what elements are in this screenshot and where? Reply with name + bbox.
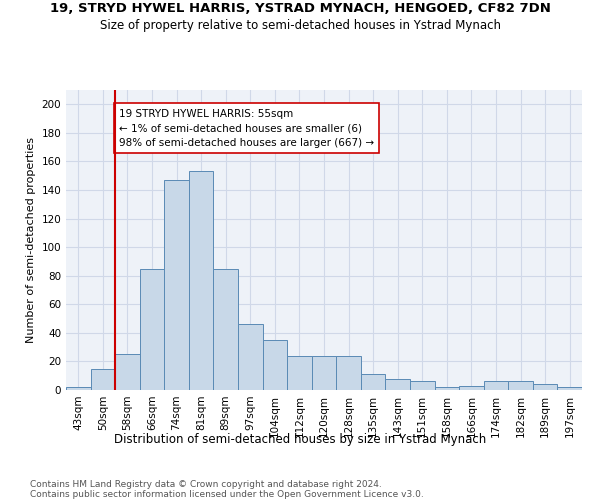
Bar [434, 387, 459, 390]
Text: Contains HM Land Registry data © Crown copyright and database right 2024.
Contai: Contains HM Land Registry data © Crown c… [30, 480, 424, 499]
Text: 19, STRYD HYWEL HARRIS, YSTRAD MYNACH, HENGOED, CF82 7DN: 19, STRYD HYWEL HARRIS, YSTRAD MYNACH, H… [50, 2, 550, 16]
Bar [214, 268, 238, 390]
Bar [312, 356, 336, 390]
Bar [91, 368, 115, 390]
Bar [484, 382, 508, 390]
Bar [508, 382, 533, 390]
Bar [189, 172, 214, 390]
Bar [459, 386, 484, 390]
Bar [238, 324, 263, 390]
Y-axis label: Number of semi-detached properties: Number of semi-detached properties [26, 137, 36, 343]
Text: 19 STRYD HYWEL HARRIS: 55sqm
← 1% of semi-detached houses are smaller (6)
98% of: 19 STRYD HYWEL HARRIS: 55sqm ← 1% of sem… [119, 108, 374, 148]
Bar [410, 382, 434, 390]
Bar [287, 356, 312, 390]
Bar [115, 354, 140, 390]
Bar [361, 374, 385, 390]
Bar [66, 387, 91, 390]
Bar [263, 340, 287, 390]
Bar [557, 387, 582, 390]
Bar [385, 378, 410, 390]
Bar [164, 180, 189, 390]
Text: Size of property relative to semi-detached houses in Ystrad Mynach: Size of property relative to semi-detach… [100, 19, 500, 32]
Text: Distribution of semi-detached houses by size in Ystrad Mynach: Distribution of semi-detached houses by … [114, 432, 486, 446]
Bar [140, 268, 164, 390]
Bar [336, 356, 361, 390]
Bar [533, 384, 557, 390]
